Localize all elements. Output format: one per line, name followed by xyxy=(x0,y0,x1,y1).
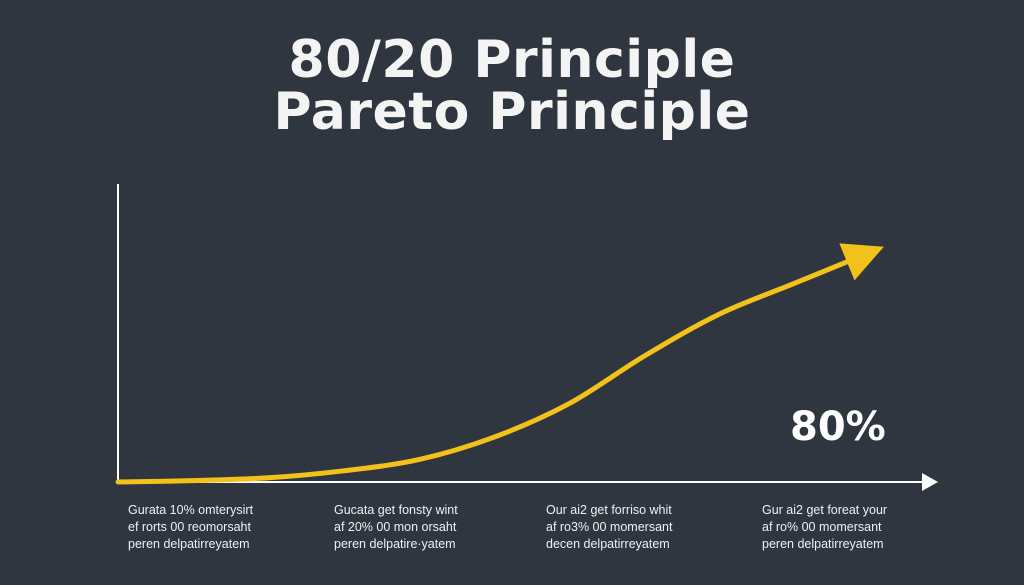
caption-2-line-3: peren delpatire·yatem xyxy=(334,537,456,551)
caption-3-line-2: af ro3% 00 momersant xyxy=(546,520,673,534)
caption-3-line-1: Our ai2 get forriso whit xyxy=(546,503,672,517)
caption-2-line-1: Gucata get fonsty wint xyxy=(334,503,458,517)
caption-1-line-2: ef rorts 00 reomorsaht xyxy=(128,520,251,534)
x-axis-arrowhead xyxy=(922,473,938,491)
chart-title-line2: Pareto Principle xyxy=(273,82,751,142)
caption-4-line-2: af ro% 00 momersant xyxy=(762,520,882,534)
caption-1-line-1: Gurata 10% omterysirt xyxy=(128,503,254,517)
series-line xyxy=(115,243,884,485)
caption-2-line-2: af 20% 00 mon orsaht xyxy=(334,520,457,534)
caption-1: Gurata 10% omterysirt ef rorts 00 reomor… xyxy=(128,502,303,553)
caption-4: Gur ai2 get foreat your af ro% 00 momers… xyxy=(762,502,937,553)
caption-3-line-3: decen delpatirreyatem xyxy=(546,537,670,551)
chart-title-line1: 80/20 Principle xyxy=(288,30,736,90)
caption-1-line-3: peren delpatirreyatem xyxy=(128,537,250,551)
caption-3: Our ai2 get forriso whit af ro3% 00 mome… xyxy=(546,502,721,553)
caption-2: Gucata get fonsty wint af 20% 00 mon ors… xyxy=(334,502,509,553)
caption-4-line-3: peren delpatirreyatem xyxy=(762,537,884,551)
caption-4-line-1: Gur ai2 get foreat your xyxy=(762,503,888,517)
annotation-80-percent: 80% xyxy=(790,404,886,450)
